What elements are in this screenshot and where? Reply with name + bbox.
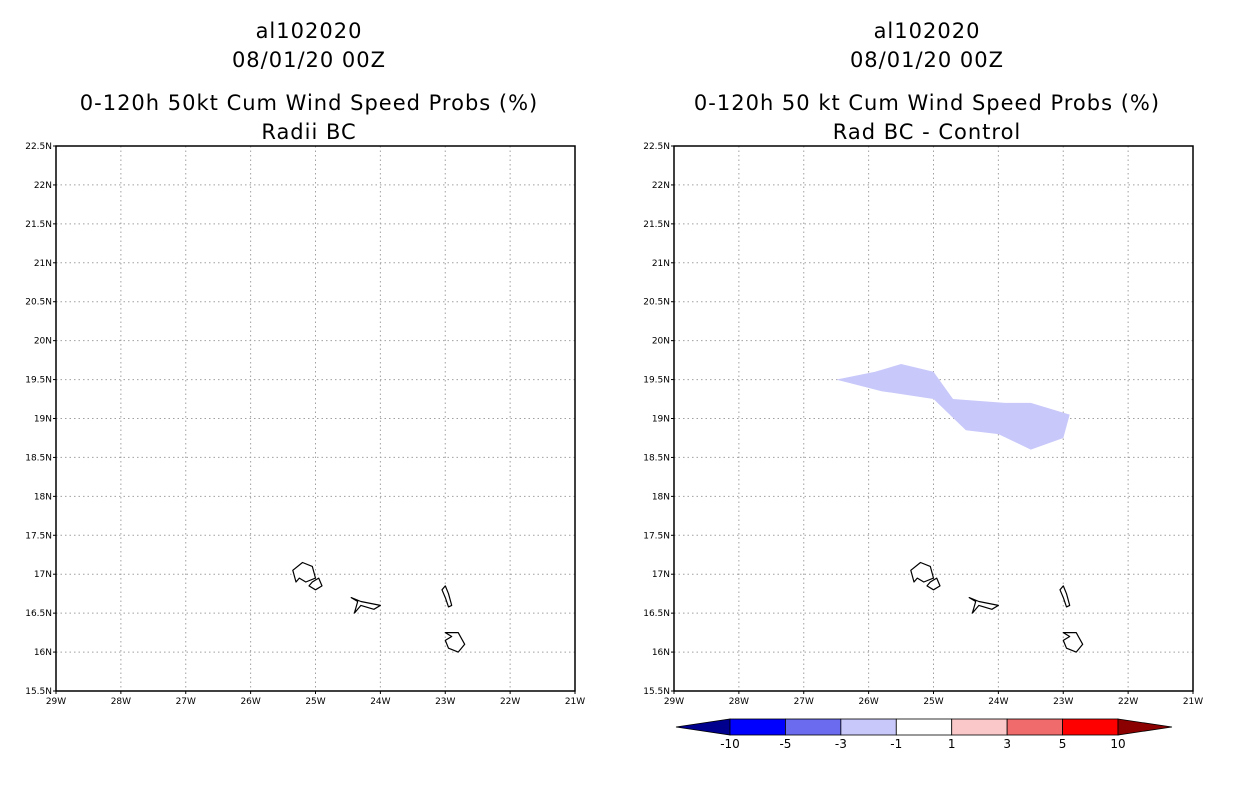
- left-gridlines: [56, 146, 575, 691]
- right-x-tick-label: 27W: [794, 697, 814, 707]
- island-outline: [308, 577, 323, 591]
- right-y-tick-label: 21N: [652, 259, 670, 269]
- right-y-tick-label: 20.5N: [643, 298, 670, 308]
- left-x-tick-label: 23W: [435, 697, 455, 707]
- left-y-tick-label: 19.5N: [25, 376, 52, 386]
- right-y-tick-label: 18.5N: [643, 453, 670, 463]
- left-y-tick-label: 18N: [34, 492, 52, 502]
- island-outline: [968, 596, 1000, 614]
- left-cape-verde-islands: [292, 561, 466, 653]
- right-datetime: 08/01/20 00Z: [850, 48, 1004, 72]
- island-outline: [441, 585, 453, 608]
- left-x-tick-label: 26W: [240, 697, 260, 707]
- right-x-tick-label: 26W: [858, 697, 878, 707]
- colorbar-label: -3: [835, 737, 847, 751]
- left-x-tick-label: 24W: [370, 697, 390, 707]
- right-y-tick-label: 17N: [652, 570, 670, 580]
- left-y-tick-label: 21N: [34, 259, 52, 269]
- colorbar-swatch: [840, 718, 897, 736]
- left-y-tick-label: 17.5N: [25, 531, 52, 541]
- left-x-tick-label: 27W: [176, 697, 196, 707]
- colorbar-label: 3: [1003, 737, 1011, 751]
- right-y-tick-label: 16.5N: [643, 609, 670, 619]
- colorbar-label: -10: [720, 737, 740, 751]
- left-x-tick-label: 25W: [305, 697, 325, 707]
- left-title: 0-120h 50kt Cum Wind Speed Probs (%): [80, 91, 538, 115]
- left-y-tick-label: 22N: [34, 181, 52, 191]
- probability-difference-area: [836, 364, 1070, 450]
- colorbar-swatch: [951, 718, 1008, 736]
- colorbar-swatch: [1006, 718, 1063, 736]
- left-y-tick-label: 15.5N: [25, 687, 52, 697]
- left-y-tick-label: 22.5N: [25, 142, 52, 152]
- right-shading: [836, 364, 1070, 450]
- right-x-tick-label: 28W: [729, 697, 749, 707]
- right-y-axis: 15.5N 16N 16.5N 17N 17.5N 18N 18.5N 19N 19.5N 20N…: [643, 142, 674, 697]
- right-x-tick-label: 23W: [1053, 697, 1073, 707]
- left-y-tick-label: 16.5N: [25, 609, 52, 619]
- right-y-tick-label: 20N: [652, 337, 670, 347]
- left-y-tick-label: 18.5N: [25, 453, 52, 463]
- colorbar-swatch: [895, 718, 953, 736]
- left-storm-id: al102020: [256, 19, 363, 43]
- island-outline: [1059, 585, 1071, 608]
- left-y-axis: 15.5N 16N 16.5N 17N 17.5N 18N 18.5N 19N 19.5N 20N…: [25, 142, 56, 697]
- right-cape-verde-islands: [910, 561, 1084, 653]
- colorbar-label: 5: [1059, 737, 1067, 751]
- colorbar-swatch-low-extend: [675, 718, 731, 736]
- colorbar-swatch: [1062, 718, 1119, 736]
- left-x-tick-label: 22W: [500, 697, 520, 707]
- right-y-tick-label: 21.5N: [643, 220, 670, 230]
- island-outline: [292, 561, 317, 583]
- left-y-tick-label: 20N: [34, 337, 52, 347]
- colorbar-label: 10: [1110, 737, 1125, 751]
- colorbar-swatch: [785, 718, 842, 736]
- right-y-tick-label: 22.5N: [643, 142, 670, 152]
- right-y-tick-label: 16N: [652, 648, 670, 658]
- right-x-tick-label: 24W: [988, 697, 1008, 707]
- left-y-tick-label: 19N: [34, 415, 52, 425]
- left-x-tick-label: 28W: [111, 697, 131, 707]
- colorbar-label: 1: [948, 737, 956, 751]
- left-y-tick-label: 16N: [34, 648, 52, 658]
- island-outline: [444, 631, 466, 653]
- right-subtitle: Rad BC - Control: [833, 120, 1022, 144]
- left-y-tick-label: 20.5N: [25, 298, 52, 308]
- left-y-tick-label: 17N: [34, 570, 52, 580]
- right-y-tick-label: 22N: [652, 181, 670, 191]
- left-x-tick-label: 21W: [565, 697, 585, 707]
- left-x-tick-label: 29W: [46, 697, 66, 707]
- island-outline: [1062, 631, 1084, 653]
- right-storm-id: al102020: [874, 19, 981, 43]
- right-x-tick-label: 22W: [1118, 697, 1138, 707]
- right-title: 0-120h 50 kt Cum Wind Speed Probs (%): [694, 91, 1160, 115]
- colorbar-swatch-high-extend: [1117, 718, 1173, 736]
- right-y-tick-label: 17.5N: [643, 531, 670, 541]
- colorbar-label: -1: [890, 737, 902, 751]
- right-x-tick-label: 25W: [923, 697, 943, 707]
- right-x-tick-label: 29W: [664, 697, 684, 707]
- colorbar: -10 -5 -3 -1 1 3 5 10: [675, 718, 1173, 751]
- left-datetime: 08/01/20 00Z: [232, 48, 386, 72]
- right-y-tick-label: 19N: [652, 415, 670, 425]
- colorbar-swatch: [729, 718, 786, 736]
- right-y-tick-label: 18N: [652, 492, 670, 502]
- right-x-axis: 29W 28W 27W 26W 25W 24W 23W 22W 21W: [664, 691, 1203, 707]
- right-panel: al102020 08/01/20 00Z 0-120h 50 kt Cum W…: [643, 19, 1203, 707]
- left-y-tick-label: 21.5N: [25, 220, 52, 230]
- island-outline: [926, 577, 941, 591]
- left-x-axis: 29W 28W 27W 26W 25W 24W 23W 22W 21W: [46, 691, 585, 707]
- island-outline: [910, 561, 935, 583]
- island-outline: [350, 596, 381, 614]
- colorbar-label: -5: [779, 737, 791, 751]
- left-subtitle: Radii BC: [261, 120, 356, 144]
- right-gridlines: [674, 146, 1193, 691]
- right-y-tick-label: 15.5N: [643, 687, 670, 697]
- left-panel: al102020 08/01/20 00Z 0-120h 50kt Cum Wi…: [25, 19, 585, 707]
- right-y-tick-label: 19.5N: [643, 376, 670, 386]
- right-x-tick-label: 21W: [1183, 697, 1203, 707]
